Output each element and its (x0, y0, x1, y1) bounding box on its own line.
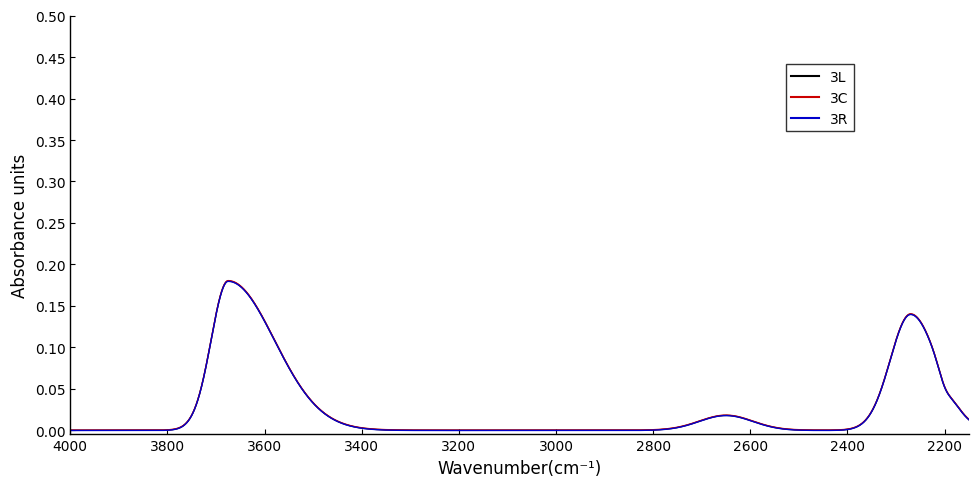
3C (110, 427, 122, 433)
3C (596, 427, 608, 433)
3L (596, 427, 608, 433)
3L (390, 427, 402, 433)
Y-axis label: Absorbance units: Absorbance units (11, 154, 29, 298)
3L (731, 414, 743, 420)
3L (963, 417, 975, 423)
3R (596, 427, 608, 433)
3C (635, 427, 647, 433)
3L (110, 427, 122, 433)
3R (963, 417, 975, 423)
3C (390, 427, 402, 433)
3C (779, 426, 791, 432)
3R (390, 427, 402, 433)
X-axis label: Wavenumber(cm⁻¹): Wavenumber(cm⁻¹) (437, 459, 602, 477)
3L (65, 427, 76, 433)
3L (222, 279, 234, 285)
Line: 3L: 3L (71, 282, 969, 430)
3R (65, 427, 76, 433)
Legend: 3L, 3C, 3R: 3L, 3C, 3R (786, 65, 855, 132)
3R (222, 279, 234, 285)
3C (222, 278, 234, 284)
Line: 3C: 3C (71, 281, 969, 430)
3R (110, 427, 122, 433)
Line: 3R: 3R (71, 282, 969, 430)
3L (635, 427, 647, 433)
3L (779, 426, 791, 432)
3R (635, 427, 647, 433)
3C (65, 427, 76, 433)
3R (731, 414, 743, 420)
3C (963, 417, 975, 423)
3C (731, 413, 743, 419)
3R (779, 427, 791, 432)
